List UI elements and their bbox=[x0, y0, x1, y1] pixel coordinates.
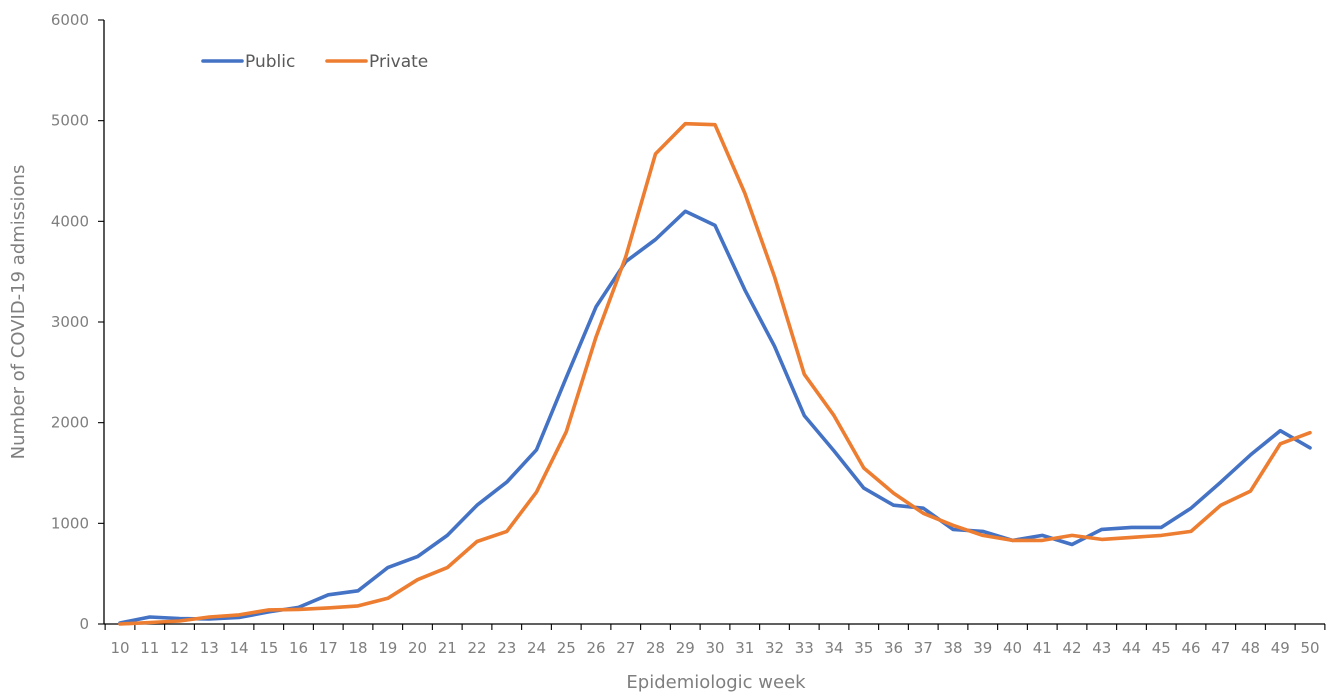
x-tick-label: 42 bbox=[1062, 639, 1081, 657]
x-tick-label: 12 bbox=[170, 639, 189, 657]
x-tick-label: 24 bbox=[527, 639, 546, 657]
x-tick-label: 29 bbox=[676, 639, 695, 657]
x-tick-label: 34 bbox=[824, 639, 843, 657]
y-tick-label: 0 bbox=[79, 615, 89, 633]
legend-label-private: Private bbox=[369, 52, 428, 72]
x-tick-label: 15 bbox=[259, 639, 278, 657]
x-tick-label: 25 bbox=[557, 639, 576, 657]
x-tick-label: 35 bbox=[854, 639, 873, 657]
x-tick-label: 33 bbox=[795, 639, 814, 657]
x-tick-label: 44 bbox=[1122, 639, 1141, 657]
legend: Public Private bbox=[201, 52, 428, 72]
x-tick-label: 31 bbox=[735, 639, 754, 657]
x-tick-label: 30 bbox=[705, 639, 724, 657]
x-tick-label: 16 bbox=[289, 639, 308, 657]
x-tick-label: 41 bbox=[1033, 639, 1052, 657]
y-tick-labels: 0 1000 2000 3000 4000 5000 6000 bbox=[51, 11, 89, 633]
x-tick-label: 22 bbox=[467, 639, 486, 657]
x-tick-labels: 10 11 12 13 14 15 16 17 18 19 20 21 22 23 24 25 26 27 28 29… bbox=[110, 639, 1319, 657]
x-tick-label: 39 bbox=[973, 639, 992, 657]
x-tick-label: 36 bbox=[884, 639, 903, 657]
x-tick-label: 48 bbox=[1241, 639, 1260, 657]
x-tick-label: 10 bbox=[110, 639, 129, 657]
series-line-public bbox=[118, 209, 1312, 625]
x-tick-label: 37 bbox=[914, 639, 933, 657]
series-line-private bbox=[118, 121, 1312, 626]
x-tick-label: 14 bbox=[229, 639, 248, 657]
y-tick-label: 2000 bbox=[51, 414, 89, 432]
x-tick-label: 46 bbox=[1181, 639, 1200, 657]
x-tick-label: 32 bbox=[765, 639, 784, 657]
y-tick-label: 4000 bbox=[51, 212, 89, 230]
legend-label-public: Public bbox=[245, 52, 295, 72]
x-tick-label: 19 bbox=[378, 639, 397, 657]
series-lines bbox=[118, 121, 1312, 626]
x-tick-label: 27 bbox=[616, 639, 635, 657]
x-tick-label: 20 bbox=[408, 639, 427, 657]
x-tick-label: 50 bbox=[1300, 639, 1319, 657]
y-axis-title: Number of COVID-19 admissions bbox=[8, 165, 29, 460]
x-tick-label: 49 bbox=[1271, 639, 1290, 657]
x-tick-label: 17 bbox=[319, 639, 338, 657]
x-tick-label: 18 bbox=[348, 639, 367, 657]
x-tick-label: 47 bbox=[1211, 639, 1230, 657]
x-tick-label: 43 bbox=[1092, 639, 1111, 657]
x-tick-label: 21 bbox=[438, 639, 457, 657]
x-tick-label: 45 bbox=[1152, 639, 1171, 657]
axes bbox=[98, 19, 1326, 630]
x-tick-label: 28 bbox=[646, 639, 665, 657]
x-tick-label: 26 bbox=[586, 639, 605, 657]
x-axis-title: Epidemiologic week bbox=[626, 672, 806, 693]
y-tick-label: 1000 bbox=[51, 514, 89, 532]
x-tick-label: 40 bbox=[1003, 639, 1022, 657]
x-tick-label: 11 bbox=[140, 639, 159, 657]
y-tick-label: 5000 bbox=[51, 112, 89, 130]
x-tick-label: 38 bbox=[943, 639, 962, 657]
y-tick-label: 6000 bbox=[51, 11, 89, 29]
x-tick-label: 23 bbox=[497, 639, 516, 657]
y-tick-label: 3000 bbox=[51, 313, 89, 331]
x-tick-label: 13 bbox=[200, 639, 219, 657]
